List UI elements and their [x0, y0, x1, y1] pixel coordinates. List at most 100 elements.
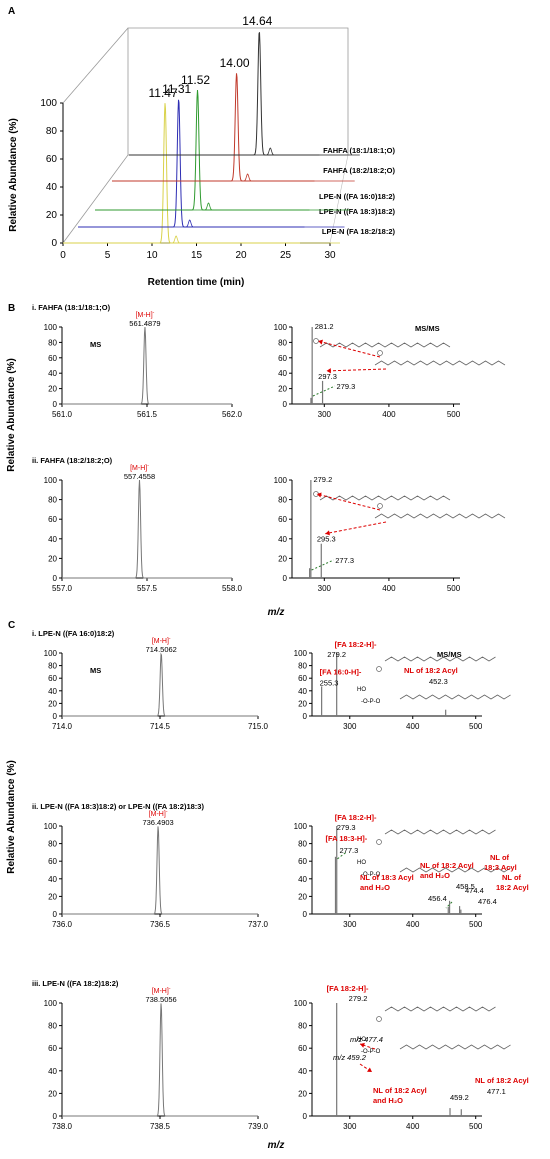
green-pointer [337, 852, 346, 860]
y-tick-label: 80 [298, 840, 307, 849]
y-tick-label: 20 [278, 385, 287, 394]
y-tick-label: 100 [44, 999, 58, 1008]
y-tick-label: 20 [48, 385, 57, 394]
y-tick-label: 40 [298, 1067, 307, 1076]
hydroxyl-label: HO [357, 1037, 366, 1043]
neutral-loss-label: and H₂O [360, 883, 390, 892]
red-frag-arrow [326, 368, 387, 372]
x-tick-label: 500 [469, 722, 483, 731]
y-tick-label: 80 [298, 1022, 307, 1031]
spectrum-title: iii. LPE-N ((FA 18:2)18:2) [32, 979, 119, 988]
fragment-mz-label: 279.2 [313, 475, 332, 484]
fragment-ion-label: [FA 18:2-H]- [335, 813, 377, 822]
y-tick-label: 0 [53, 1112, 58, 1121]
red-frag-arrow-head [360, 1042, 365, 1048]
x-tick-label: 500 [447, 410, 461, 419]
hydroxyl-label: HO [357, 687, 366, 693]
panel-a-chromatogram: 0 5 10 15 20 25 30 0 20 40 60 80 100 11.47 LPE-N (FA 1… [40, 14, 395, 261]
y-tick-label: 20 [48, 554, 57, 563]
y-tick-label: 0 [53, 712, 58, 721]
fragment-mz-label: 297.3 [318, 372, 337, 381]
neutral-loss-label: 18:2 Acyl [496, 883, 529, 892]
neutral-loss-label: and H₂O [420, 871, 450, 880]
y-tick-label: 80 [48, 338, 57, 347]
ms-peak [62, 327, 232, 405]
x-tick-label: 400 [406, 920, 420, 929]
y-tick-label: 60 [298, 1044, 307, 1053]
fragment-mz-label: 459.2 [450, 1093, 469, 1102]
lipid-chain-top [319, 342, 451, 348]
y-tick-label: 60 [278, 515, 287, 524]
neutral-loss-label: NL of [502, 873, 522, 882]
lipid-chain-bottom [399, 867, 511, 873]
red-frag-arrow-head [326, 368, 331, 374]
y-tick-label: 60 [48, 1044, 57, 1053]
x-tick-label: 557.5 [137, 584, 158, 593]
oxygen-atom [376, 839, 382, 845]
precursor-mz-label: 714.5062 [146, 645, 177, 654]
mz-annotation: m/z 477.4 [350, 1035, 383, 1044]
y-tick-label: 60 [278, 354, 287, 363]
y-tick-label: 60 [298, 674, 307, 683]
panel-letter-a: A [8, 6, 15, 17]
oxygen-atom [376, 1016, 382, 1022]
perspective-line [62, 27, 129, 104]
x-tick-label: 739.0 [248, 1122, 269, 1131]
x-tick-label: 15 [191, 250, 203, 261]
y-tick-label: 80 [46, 126, 58, 137]
y-tick-label: 0 [283, 400, 288, 409]
trace-peak [129, 32, 320, 156]
y-tick-label: 80 [48, 496, 57, 505]
y-tick-label: 0 [303, 712, 308, 721]
neutral-loss-label: NL of 18:2 Acyl [475, 1076, 529, 1085]
panel-c-ylabel: Relative Abundance (%) [6, 760, 17, 874]
y-tick-label: 40 [298, 687, 307, 696]
panel-c-spectra: i. LPE-N ((FA 16:0)18:2) 0 20 40 60 80 100 714.… [32, 629, 529, 1131]
red-frag-arrow-head [318, 339, 323, 345]
x-tick-label: 30 [324, 250, 336, 261]
x-tick-label: 738.5 [150, 1122, 171, 1131]
ms-peak [62, 479, 232, 579]
trace-minor-peak [202, 202, 218, 211]
peak-rt-label: 14.00 [220, 56, 250, 70]
panel-letter-b: B [8, 303, 15, 314]
x-tick-label: 25 [280, 250, 292, 261]
y-tick-label: 80 [48, 840, 57, 849]
x-tick-label: 400 [382, 584, 396, 593]
x-tick-label: 736.0 [52, 920, 73, 929]
fragment-ion-label: [FA 18:3-H]- [325, 834, 367, 843]
y-tick-label: 80 [48, 662, 57, 671]
y-tick-label: 0 [303, 1112, 308, 1121]
y-tick-label: 40 [46, 182, 58, 193]
y-tick-label: 60 [48, 354, 57, 363]
y-tick-label: 60 [48, 674, 57, 683]
fragment-mz-label: 456.4 [428, 894, 447, 903]
panel-letter-c: C [8, 620, 15, 631]
y-tick-label: 100 [274, 323, 288, 332]
spectrum-title: i. FAHFA (18:1/18:1;O) [32, 303, 111, 312]
fragment-ion-label: [FA 18:2-H]- [327, 984, 369, 993]
perspective-line [329, 154, 349, 244]
perspective-line [62, 154, 129, 244]
precursor-ion-label: [M-H]- [136, 310, 155, 319]
red-frag-arrow [318, 340, 381, 358]
trace-label: FAHFA (18:1/18:1;O) [323, 146, 395, 155]
x-tick-label: 5 [105, 250, 111, 261]
x-tick-label: 715.0 [248, 722, 269, 731]
y-tick-label: 40 [278, 535, 287, 544]
trace-peak [78, 99, 305, 228]
trace-label: LPE-N ((FA 18:3)18:2) [319, 207, 395, 216]
y-tick-label: 100 [44, 476, 58, 485]
x-tick-label: 300 [318, 584, 332, 593]
red-frag-arrow-head [367, 1067, 372, 1072]
y-tick-label: 60 [298, 857, 307, 866]
mz-annotation: m/z 459.2 [333, 1053, 367, 1062]
y-tick-label: 80 [48, 1022, 57, 1031]
y-tick-label: 40 [278, 369, 287, 378]
y-tick-label: 20 [298, 892, 307, 901]
y-tick-label: 20 [48, 1089, 57, 1098]
x-tick-label: 10 [146, 250, 158, 261]
lipid-chain-bottom [399, 694, 511, 700]
y-tick-label: 60 [46, 154, 58, 165]
y-tick-label: 100 [294, 999, 308, 1008]
